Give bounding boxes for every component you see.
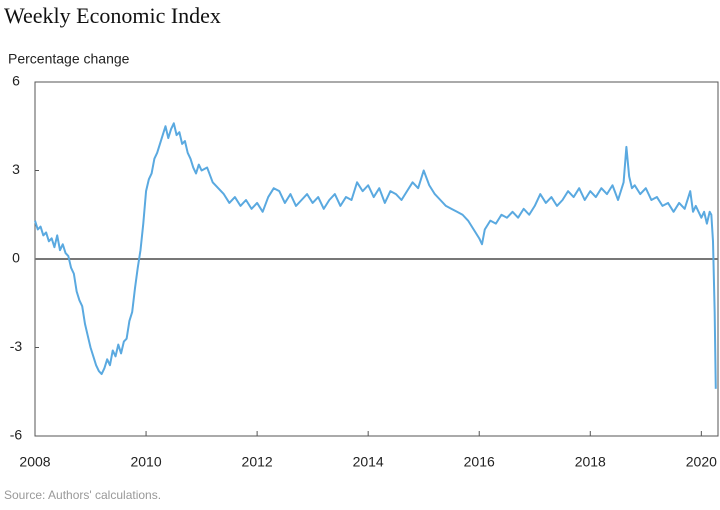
chart-title: Weekly Economic Index	[4, 3, 221, 28]
y-tick-label: 3	[12, 161, 20, 177]
y-axis-label: Percentage change	[8, 51, 130, 67]
source: Source: Authors' calculations.	[4, 488, 161, 502]
x-tick-label: 2012	[242, 454, 273, 470]
y-tick-label: -6	[10, 427, 23, 443]
x-tick-label: 2008	[19, 454, 50, 470]
y-tick-label: 6	[12, 73, 20, 89]
series-line	[34, 122, 717, 389]
x-tick-label: 2018	[575, 454, 606, 470]
x-tick-label: 2016	[464, 454, 495, 470]
x-tick-label: 2020	[686, 454, 717, 470]
x-tick-label: 2014	[353, 454, 384, 470]
y-tick-label: 0	[12, 250, 20, 266]
y-tick-label: -3	[10, 338, 23, 354]
x-tick-label: 2010	[130, 454, 161, 470]
